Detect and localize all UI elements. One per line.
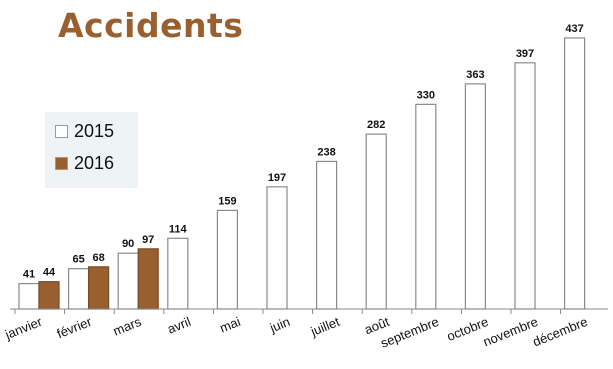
- data-label-2015-octobre: 363: [466, 69, 484, 81]
- data-label-2015-aout: 282: [367, 119, 385, 131]
- data-label-2015-mars: 90: [122, 238, 134, 250]
- legend-label-2015: 2015: [74, 120, 115, 141]
- legend-item-2016: 2016: [55, 152, 114, 174]
- data-label-2015-decembre: 437: [565, 23, 583, 35]
- bar-2015-mars: [117, 252, 139, 310]
- chart-title: Accidents: [58, 6, 244, 45]
- data-label-2015-janvier: 41: [23, 269, 35, 281]
- x-tick-label-juin: juin: [267, 314, 292, 336]
- bar-2015-juin: [266, 186, 288, 310]
- x-ticks-group: [14, 309, 562, 314]
- bar-2015-mai: [216, 209, 238, 310]
- bar-2015-aout: [365, 133, 387, 310]
- bar-2015-novembre: [514, 62, 536, 310]
- legend-label-2016: 2016: [74, 152, 115, 173]
- bar-2015-juillet: [316, 160, 338, 310]
- data-label-2015-fevrier: 65: [72, 254, 84, 266]
- bar-2016-janvier: [38, 281, 60, 310]
- data-label-2015-septembre: 330: [417, 89, 435, 101]
- bar-2015-fevrier: [67, 268, 90, 310]
- data-label-2015-mai: 159: [218, 195, 236, 207]
- legend: 2015 2016: [45, 112, 138, 188]
- x-tick-label-mai: mai: [217, 314, 242, 336]
- data-label-2015-novembre: 397: [516, 48, 534, 60]
- bar-2015-janvier: [18, 282, 40, 310]
- bar-2016-fevrier: [87, 266, 110, 310]
- bar-2016-mars: [137, 248, 159, 310]
- x-tick-label-decembre: décembre: [531, 314, 590, 350]
- data-label-2016-janvier: 44: [43, 267, 56, 279]
- x-tick-label-mars: mars: [111, 314, 144, 339]
- bars-group: [18, 37, 586, 310]
- data-labels-group: 41 44 65 68 90 97 114 159 197 238 282 330 363 397 437: [23, 23, 584, 281]
- x-tick-label-novembre: novembre: [481, 314, 540, 350]
- x-tick-labels-group: janvier février mars avril mai juin juillet aoû…: [2, 314, 590, 351]
- data-label-2016-fevrier: 68: [92, 252, 104, 264]
- data-label-2016-mars: 97: [142, 234, 154, 246]
- bar-2015-septembre: [415, 103, 437, 310]
- data-label-2015-avril: 114: [169, 223, 188, 235]
- bar-2015-octobre: [464, 83, 486, 310]
- x-tick-label-avril: avril: [165, 314, 193, 337]
- bar-2015-decembre: [563, 37, 586, 310]
- data-label-2015-juillet: 238: [317, 146, 335, 158]
- x-tick-label-fevrier: février: [55, 314, 95, 342]
- x-tick-label-janvier: janvier: [2, 314, 45, 343]
- legend-item-2015: 2015: [55, 120, 114, 142]
- legend-swatch-2015: [55, 124, 68, 138]
- bar-2015-avril: [167, 237, 189, 310]
- legend-swatch-2016: [55, 156, 68, 170]
- x-tick-label-juillet: juillet: [308, 314, 342, 340]
- data-label-2015-juin: 197: [268, 172, 286, 184]
